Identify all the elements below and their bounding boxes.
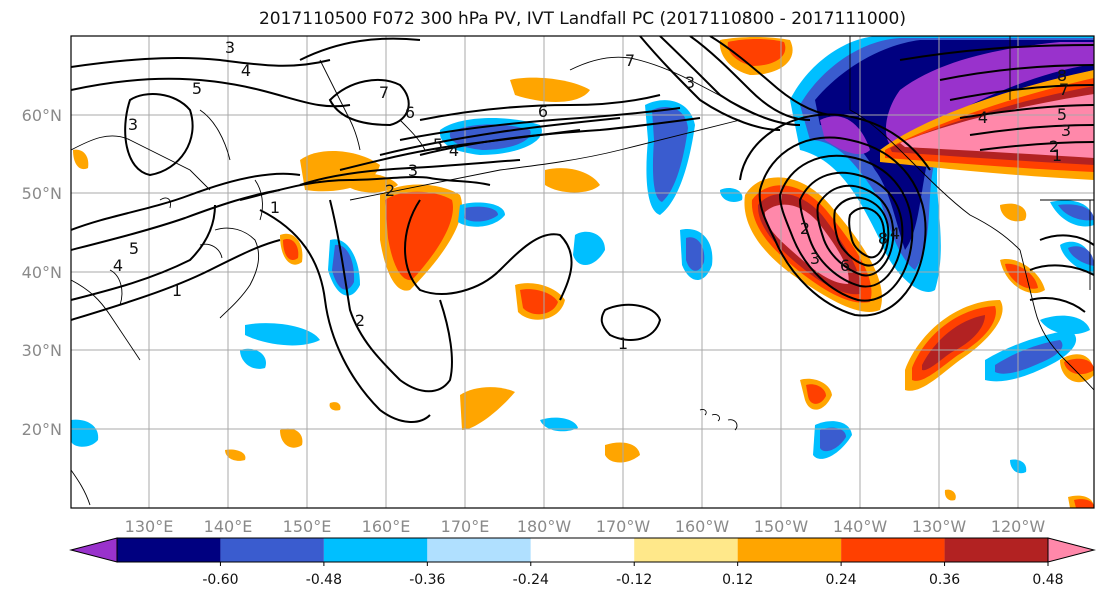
contour-label: 3	[810, 249, 820, 268]
colorbar-tick-label: 0.36	[929, 572, 960, 588]
contour-label: 5	[129, 239, 139, 258]
colorbar-bin	[737, 538, 842, 562]
contour-label: 2	[385, 181, 395, 200]
colorbar-bin	[427, 538, 531, 562]
colorbar-bin	[220, 538, 324, 562]
pv-contours	[71, 36, 1094, 423]
lon-tick-label: 150°W	[754, 517, 809, 536]
colorbar-frame	[116, 537, 1049, 563]
contour-label: 4	[890, 224, 900, 243]
colorbar-tick-label: -0.12	[616, 572, 652, 588]
contour-label: 3	[128, 115, 138, 134]
colorbar-tick-label: -0.48	[306, 572, 342, 588]
contour-label: 1	[618, 334, 628, 353]
contour-label: 2	[1049, 137, 1059, 156]
map-frame	[70, 35, 1095, 509]
colorbar-bin	[323, 538, 428, 562]
contour-label: 3	[408, 161, 418, 180]
coastlines	[71, 36, 1094, 506]
contour-label: 7	[1059, 80, 1069, 99]
contour-label: 4	[241, 61, 251, 80]
contour-label: 7	[379, 83, 389, 102]
contour-label: 4	[978, 108, 988, 127]
lat-tick-label: 30°N	[22, 341, 62, 360]
colorbar-tick-label: 0.24	[826, 572, 857, 588]
lat-tick-label: 20°N	[22, 420, 62, 439]
contour-label: 2	[800, 219, 810, 238]
lon-tick-label: 170°E	[441, 517, 490, 536]
lon-tick-label: 170°W	[596, 517, 651, 536]
colorbar-tick-label: -0.24	[513, 572, 549, 588]
colorbar-bin	[530, 538, 635, 562]
contour-label: 6	[840, 256, 850, 275]
contour-label: 3	[225, 38, 235, 57]
colorbar-bin	[841, 538, 945, 562]
lon-tick-label: 160°E	[362, 517, 411, 536]
colorbar-extend-high	[1047, 537, 1096, 563]
colorbar-tick-label: 0.48	[1032, 572, 1063, 588]
lat-tick-label: 60°N	[22, 106, 62, 125]
contour-label: 1	[172, 281, 182, 300]
contour-label: 8	[878, 229, 888, 248]
colorbar-tick-label: -0.60	[202, 572, 238, 588]
contour-label: 8	[1057, 66, 1067, 85]
contour-label: 5	[1057, 105, 1067, 124]
lon-tick-label: 150°E	[283, 517, 332, 536]
contour-label: 3	[685, 73, 695, 92]
lon-tick-label: 180°W	[517, 517, 572, 536]
lat-tick-label: 50°N	[22, 184, 62, 203]
contour-label: 1	[270, 198, 280, 217]
contour-label: 2	[355, 311, 365, 330]
lon-tick-label: 140°E	[204, 517, 253, 536]
contour-label: 6	[538, 102, 548, 121]
colorbar-bin	[944, 538, 1048, 562]
colorbar-bin	[117, 538, 221, 562]
axis-ticks: 130°E 140°E 150°E 160°E 170°E 180°W 170°W 160°W…	[22, 106, 1046, 536]
contour-label: 7	[625, 51, 635, 70]
lon-tick-label: 130°W	[912, 517, 967, 536]
lon-tick-label: 120°W	[991, 517, 1046, 536]
contour-label: 4	[113, 256, 123, 275]
colorbar-extend-low	[69, 537, 118, 563]
contour-label: 6	[405, 103, 415, 122]
lat-tick-label: 40°N	[22, 263, 62, 282]
contour-label: 3	[1061, 121, 1071, 140]
lon-tick-label: 130°E	[125, 517, 174, 536]
colorbar-tick-label: 0.12	[722, 572, 753, 588]
colorbar-tick-label: -0.36	[409, 572, 445, 588]
contour-label: 4	[449, 141, 459, 160]
contour-label: 1	[1052, 146, 1062, 165]
contour-label: 5	[192, 79, 202, 98]
lon-tick-label: 140°W	[833, 517, 888, 536]
colorbar-bin	[634, 538, 738, 562]
graticule	[71, 36, 1094, 508]
contour-label: 5	[433, 135, 443, 154]
lon-tick-label: 160°W	[675, 517, 730, 536]
map-title: 2017110500 F072 300 hPa PV, IVT Landfall…	[258, 9, 906, 29]
